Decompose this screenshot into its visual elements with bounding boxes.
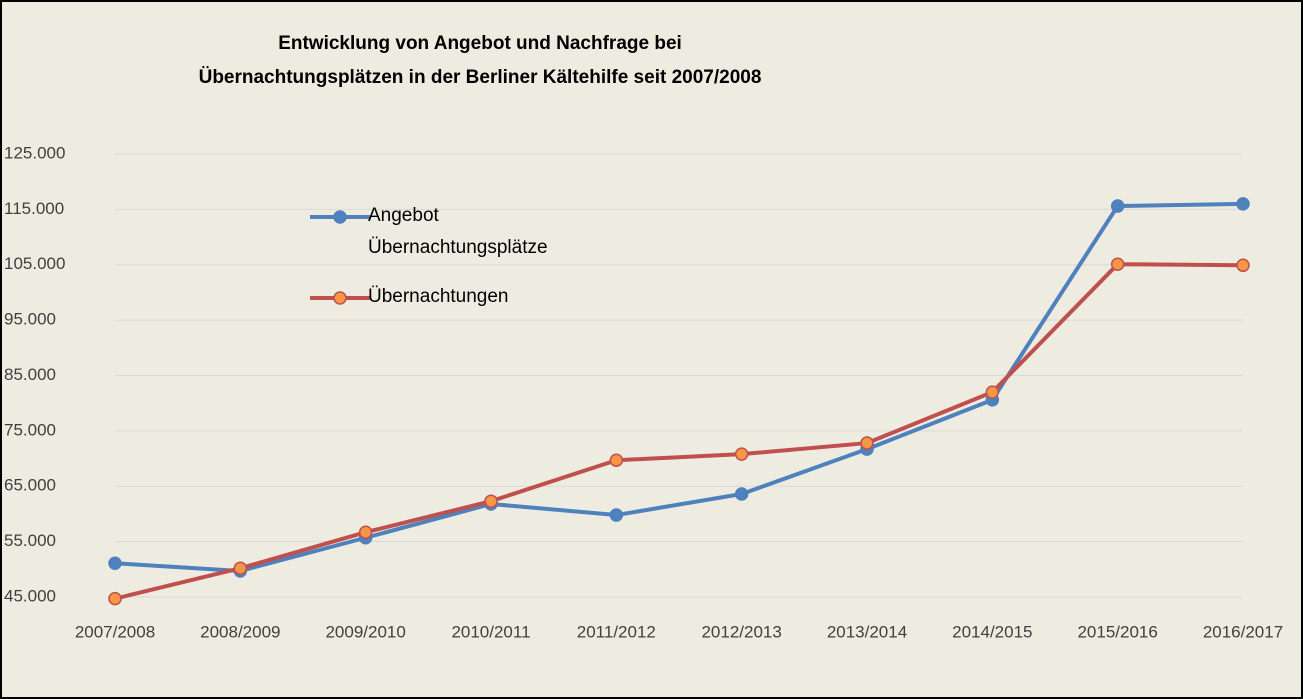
- x-tick-label: 2015/2016: [1077, 622, 1157, 641]
- legend-label-box: Übernachtungen: [368, 286, 509, 307]
- data-point: [609, 508, 624, 522]
- legend-marker: [333, 291, 347, 305]
- y-tick-label: 75.000: [4, 420, 56, 439]
- y-tick-label: 65.000: [4, 476, 56, 495]
- data-point: [609, 453, 624, 467]
- x-tick-label: 2007/2008: [75, 622, 155, 641]
- data-point: [1236, 258, 1250, 273]
- y-tick-label: 95.000: [4, 310, 56, 329]
- x-tick-label: 2014/2015: [952, 622, 1032, 641]
- x-tick-label: 2010/2011: [451, 622, 530, 641]
- x-tick-label: 2011/2012: [577, 622, 656, 641]
- data-point: [734, 447, 749, 461]
- data-point: [358, 525, 373, 539]
- x-tick-label: 2008/2009: [200, 622, 280, 641]
- legend-label: Übernachtungen: [368, 286, 509, 307]
- y-tick-label: 105.000: [4, 254, 65, 273]
- data-point: [484, 494, 498, 508]
- x-tick-label: 2016/2017: [1203, 622, 1283, 641]
- y-tick-label: 45.000: [4, 586, 56, 605]
- data-point: [233, 561, 248, 575]
- data-point: [1236, 197, 1250, 211]
- data-point: [108, 591, 122, 606]
- chart-title: Übernachtungsplätzen in der Berliner Käl…: [199, 67, 762, 88]
- data-point: [1110, 199, 1125, 213]
- data-point: [860, 436, 874, 450]
- legend-marker: [333, 210, 347, 224]
- legend-label-box: Angebot Übernachtungsplätze: [368, 205, 548, 258]
- series-line: [114, 262, 1244, 601]
- chart-title: Entwicklung von Angebot und Nachfrage be…: [278, 33, 682, 54]
- legend-label: Angebot Übernachtungsplätze: [368, 205, 548, 258]
- data-point: [108, 556, 122, 570]
- y-tick-label: 85.000: [4, 365, 56, 384]
- x-tick-label: 2013/2014: [827, 622, 907, 641]
- y-tick-label: 55.000: [4, 531, 56, 550]
- y-tick-label: 115.000: [4, 199, 64, 218]
- data-point: [1110, 257, 1125, 271]
- x-tick-label: 2012/2013: [701, 622, 781, 641]
- series-line: [114, 201, 1244, 573]
- data-point: [734, 487, 749, 501]
- x-tick-label: 2009/2010: [325, 622, 405, 641]
- data-point: [985, 385, 1000, 399]
- y-tick-label: 125.000: [4, 143, 65, 162]
